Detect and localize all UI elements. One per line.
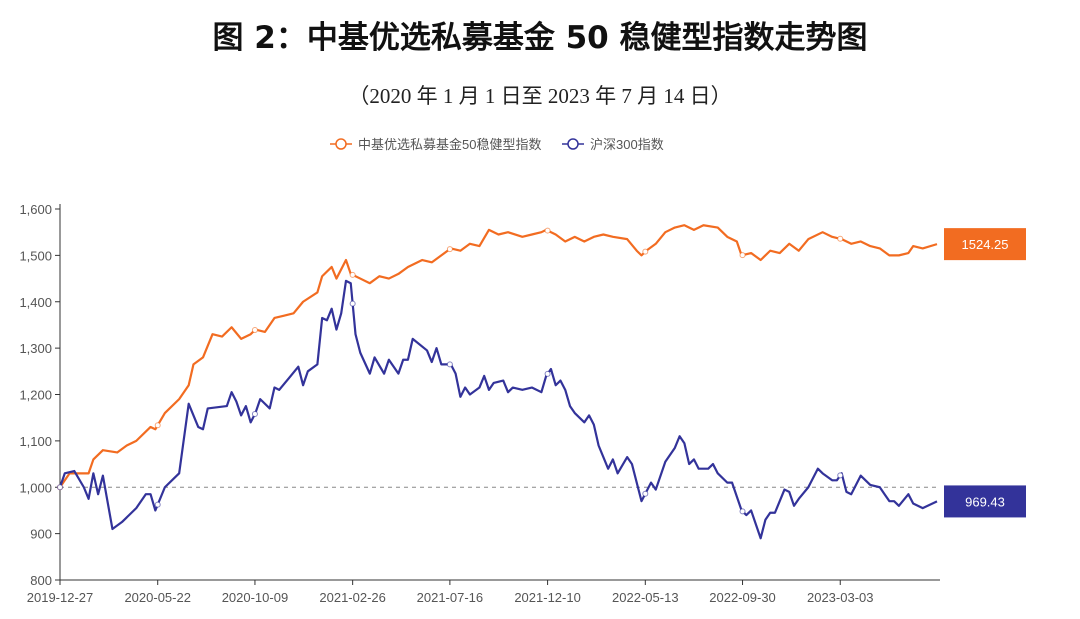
- x-tick-label: 2019-12-27: [27, 590, 94, 605]
- data-point-marker: [739, 508, 746, 515]
- legend-label: 沪深300指数: [590, 137, 664, 152]
- legend-circle-icon: [567, 138, 579, 150]
- data-point-marker: [642, 490, 649, 497]
- series-line-0: [59, 224, 938, 488]
- data-point-marker: [642, 248, 649, 255]
- data-point-marker: [154, 422, 161, 429]
- chart-title: 图 2：中基优选私募基金 50 稳健型指数走势图: [212, 20, 868, 56]
- data-point-marker: [57, 484, 63, 491]
- series-line-1: [58, 279, 938, 540]
- data-point-marker: [544, 227, 551, 234]
- x-tick-label: 2020-05-22: [124, 590, 191, 605]
- y-tick-label: 900: [30, 527, 52, 542]
- y-tick-label: 1,000: [19, 480, 52, 495]
- x-tick-label: 2022-09-30: [709, 590, 776, 605]
- data-point-marker: [251, 327, 258, 334]
- y-tick-label: 1,300: [19, 341, 52, 356]
- y-tick-label: 1,500: [19, 248, 52, 263]
- data-point-marker: [349, 300, 356, 307]
- chart-subtitle: （2020 年 1 月 1 日至 2023 年 7 月 14 日）: [348, 84, 732, 108]
- data-point-marker: [739, 252, 746, 259]
- y-tick-label: 1,400: [19, 295, 52, 310]
- data-point-marker: [837, 235, 844, 242]
- y-tick-label: 1,100: [19, 434, 52, 449]
- x-tick-label: 2021-02-26: [319, 590, 386, 605]
- x-tick-label: 2021-07-16: [417, 590, 484, 605]
- data-point-marker: [251, 410, 258, 417]
- end-label-box: [944, 485, 1026, 518]
- legend-circle-icon: [335, 138, 347, 150]
- data-point-marker: [349, 271, 356, 278]
- data-point-marker: [154, 501, 161, 508]
- x-tick-label: 2021-12-10: [514, 590, 581, 605]
- x-tick-label: 2020-10-09: [222, 590, 289, 605]
- x-tick-label: 2022-05-13: [612, 590, 679, 605]
- y-tick-label: 1,200: [19, 388, 52, 403]
- data-point-marker: [544, 370, 551, 377]
- data-point-marker: [446, 246, 453, 253]
- legend-label: 中基优选私募基金50稳健型指数: [358, 137, 541, 152]
- y-tick-label: 800: [30, 573, 52, 588]
- end-label-box: [944, 228, 1026, 261]
- end-value-label: 1524.25: [962, 237, 1009, 252]
- data-point-marker: [837, 472, 844, 479]
- x-tick-label: 2023-03-03: [807, 590, 874, 605]
- y-tick-label: 1,600: [19, 202, 52, 217]
- end-value-label: 969.43: [965, 494, 1005, 509]
- data-point-marker: [446, 361, 453, 368]
